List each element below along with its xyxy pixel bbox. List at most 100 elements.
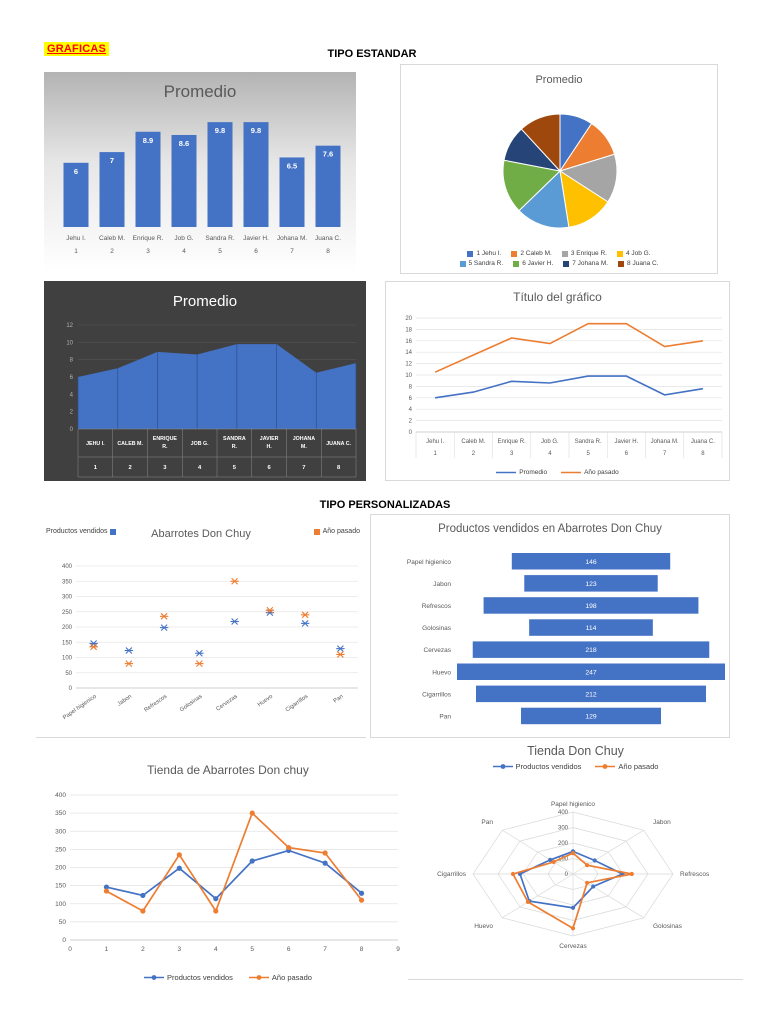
svg-text:6: 6 [70, 375, 74, 381]
legend-label: 5 Sandra R. [468, 260, 504, 267]
data-point [322, 850, 328, 856]
data-point [103, 888, 110, 894]
data-point [213, 908, 219, 914]
svg-text:100: 100 [55, 901, 66, 908]
pie-chart-canvas [502, 113, 618, 229]
svg-text:Sandra R.: Sandra R. [575, 439, 602, 445]
svg-text:Cervezas: Cervezas [424, 647, 452, 654]
svg-text:10: 10 [405, 373, 412, 379]
chart-title: Tienda de Abarrotes Don chuy [147, 763, 309, 777]
legend-item: 2 Caleb M. [511, 250, 552, 257]
legend-item: 6 Javier H. [513, 260, 553, 267]
legend-swatch-icon [513, 260, 520, 267]
funnel-bar [457, 663, 725, 680]
radar-legend: Productos vendidos Año pasado [408, 762, 743, 771]
pie-chart-promedio: Promedio 1 Jehu I. 2 Caleb M. 3 Enrique R.… [400, 64, 718, 274]
svg-text:2: 2 [70, 410, 74, 416]
svg-text:218: 218 [585, 647, 597, 654]
svg-text:10: 10 [66, 340, 73, 346]
svg-text:Juana C.: Juana C. [691, 439, 715, 445]
svg-text:Job G.: Job G. [541, 439, 559, 445]
svg-text:4: 4 [198, 465, 202, 471]
svg-text:Huevo: Huevo [474, 923, 493, 930]
svg-text:198: 198 [585, 603, 597, 610]
legend-swatch-icon [110, 528, 117, 535]
pie-slice [502, 159, 562, 212]
svg-text:JOHANA: JOHANA [293, 436, 316, 442]
line-chart-canvas: 0 50 100 150 200 250 300 350 400 0 1 2 3 4 5 6 7 8 9 [55, 792, 400, 953]
funnel-bar [475, 685, 707, 703]
svg-text:12: 12 [405, 362, 412, 368]
svg-text:0: 0 [69, 686, 73, 692]
line-chart-canvas: 0 2 4 6 8 10 12 14 16 18 20 Jehu I. 1 Caleb M. 2 Enriqu… [405, 316, 723, 458]
svg-text:4: 4 [409, 407, 413, 413]
svg-text:7: 7 [302, 465, 305, 471]
area-series [78, 344, 356, 429]
data-point [249, 810, 255, 816]
svg-text:400: 400 [558, 810, 569, 816]
svg-text:7: 7 [110, 156, 114, 165]
svg-text:JUANA C.: JUANA C. [326, 441, 351, 447]
legend-swatch-icon [467, 250, 474, 257]
legend-swatch-icon [563, 260, 570, 267]
svg-text:Huevo: Huevo [432, 669, 451, 676]
bar [279, 157, 305, 227]
legend-label: Año pasado [584, 469, 619, 476]
svg-text:18: 18 [405, 327, 412, 333]
svg-text:R.: R. [162, 444, 168, 450]
legend-item: Productos vendidos [492, 762, 581, 771]
svg-text:Jehu I.: Jehu I. [66, 235, 86, 242]
pie-legend: 1 Jehu I. 2 Caleb M. 3 Enrique R. 4 Job G. 5… [401, 250, 717, 267]
svg-text:4: 4 [214, 946, 218, 953]
svg-text:6: 6 [287, 946, 291, 953]
bar [171, 134, 197, 227]
svg-text:Golosinas: Golosinas [422, 625, 452, 632]
svg-text:250: 250 [55, 846, 66, 853]
svg-text:R.: R. [232, 444, 238, 450]
svg-text:Cigarrillos: Cigarrillos [285, 694, 310, 714]
svg-text:6: 6 [625, 451, 629, 457]
svg-text:M.: M. [301, 444, 307, 450]
svg-text:0: 0 [565, 872, 569, 878]
svg-text:4: 4 [70, 392, 74, 398]
data-point [548, 857, 553, 862]
svg-text:Caleb M.: Caleb M. [99, 235, 125, 242]
scatter-legend-left: Productos vendidos [46, 528, 117, 535]
svg-text:Papel higienico: Papel higienico [62, 694, 98, 721]
pie-slice [520, 113, 561, 173]
svg-text:350: 350 [62, 579, 73, 585]
svg-text:7: 7 [323, 946, 327, 953]
funnel-chart-productos: Papel higienico 146 Jabon 123 Refrescos 198 Go… [370, 514, 730, 738]
svg-text:100: 100 [558, 857, 569, 863]
svg-text:1: 1 [94, 465, 98, 471]
bar [243, 122, 269, 227]
legend-item: Productos vendidos [144, 973, 233, 982]
svg-text:2: 2 [141, 946, 145, 953]
data-point [140, 908, 146, 914]
svg-text:5: 5 [233, 465, 237, 471]
svg-text:JEHU I.: JEHU I. [86, 441, 105, 447]
svg-text:8: 8 [701, 451, 705, 457]
svg-text:2: 2 [409, 419, 413, 425]
data-point [286, 844, 292, 851]
svg-text:6: 6 [254, 248, 258, 255]
svg-text:212: 212 [585, 691, 597, 698]
svg-text:6.5: 6.5 [287, 161, 297, 170]
bar [207, 122, 233, 227]
bar [135, 131, 161, 227]
legend-item: Año pasado [313, 528, 360, 535]
svg-text:8: 8 [409, 384, 413, 390]
svg-text:Johana M.: Johana M. [277, 235, 308, 242]
scatter-legend-right: Año pasado [313, 528, 360, 535]
svg-text:114: 114 [586, 625, 597, 632]
svg-text:12: 12 [66, 323, 73, 329]
data-point [585, 863, 590, 868]
svg-text:2: 2 [129, 465, 132, 471]
data-point [585, 880, 590, 885]
legend-item: 1 Jehu I. [467, 250, 501, 257]
svg-text:200: 200 [62, 625, 73, 631]
svg-text:Javier H.: Javier H. [243, 235, 269, 242]
legend-item: Promedio [496, 469, 547, 476]
funnel-bar [483, 597, 699, 614]
area-chart-canvas: 0 2 4 6 8 10 12 JEHU I. 1 CALEB M. 2 ENRIQUE R. 3 JOB … [44, 281, 366, 481]
